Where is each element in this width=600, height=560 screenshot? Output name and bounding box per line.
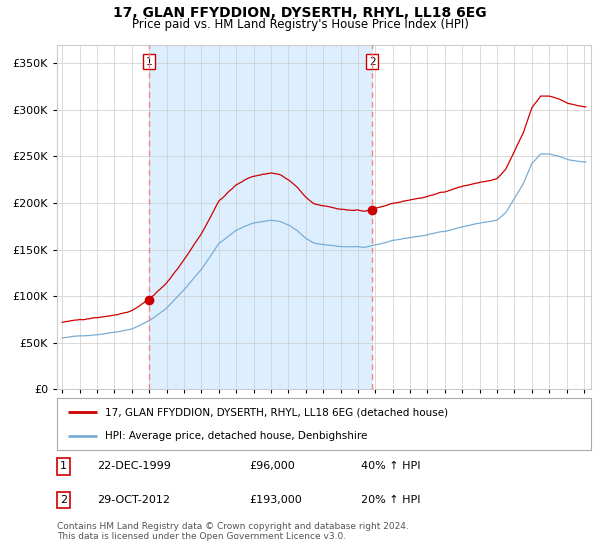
Text: 1: 1 bbox=[145, 57, 152, 67]
Text: Price paid vs. HM Land Registry's House Price Index (HPI): Price paid vs. HM Land Registry's House … bbox=[131, 18, 469, 31]
Text: £193,000: £193,000 bbox=[249, 495, 302, 505]
Bar bbox=[149, 45, 373, 389]
Text: 20% ↑ HPI: 20% ↑ HPI bbox=[361, 495, 421, 505]
Text: 40% ↑ HPI: 40% ↑ HPI bbox=[361, 461, 421, 472]
Text: 1: 1 bbox=[60, 461, 67, 472]
Text: HPI: Average price, detached house, Denbighshire: HPI: Average price, detached house, Denb… bbox=[105, 431, 367, 441]
Text: 17, GLAN FFYDDION, DYSERTH, RHYL, LL18 6EG (detached house): 17, GLAN FFYDDION, DYSERTH, RHYL, LL18 6… bbox=[105, 407, 448, 417]
Text: 2: 2 bbox=[369, 57, 376, 67]
Text: Contains HM Land Registry data © Crown copyright and database right 2024.
This d: Contains HM Land Registry data © Crown c… bbox=[57, 522, 409, 542]
Text: 2: 2 bbox=[60, 495, 67, 505]
Text: £96,000: £96,000 bbox=[249, 461, 295, 472]
Text: 17, GLAN FFYDDION, DYSERTH, RHYL, LL18 6EG: 17, GLAN FFYDDION, DYSERTH, RHYL, LL18 6… bbox=[113, 6, 487, 20]
Text: 29-OCT-2012: 29-OCT-2012 bbox=[97, 495, 170, 505]
Text: 22-DEC-1999: 22-DEC-1999 bbox=[97, 461, 171, 472]
